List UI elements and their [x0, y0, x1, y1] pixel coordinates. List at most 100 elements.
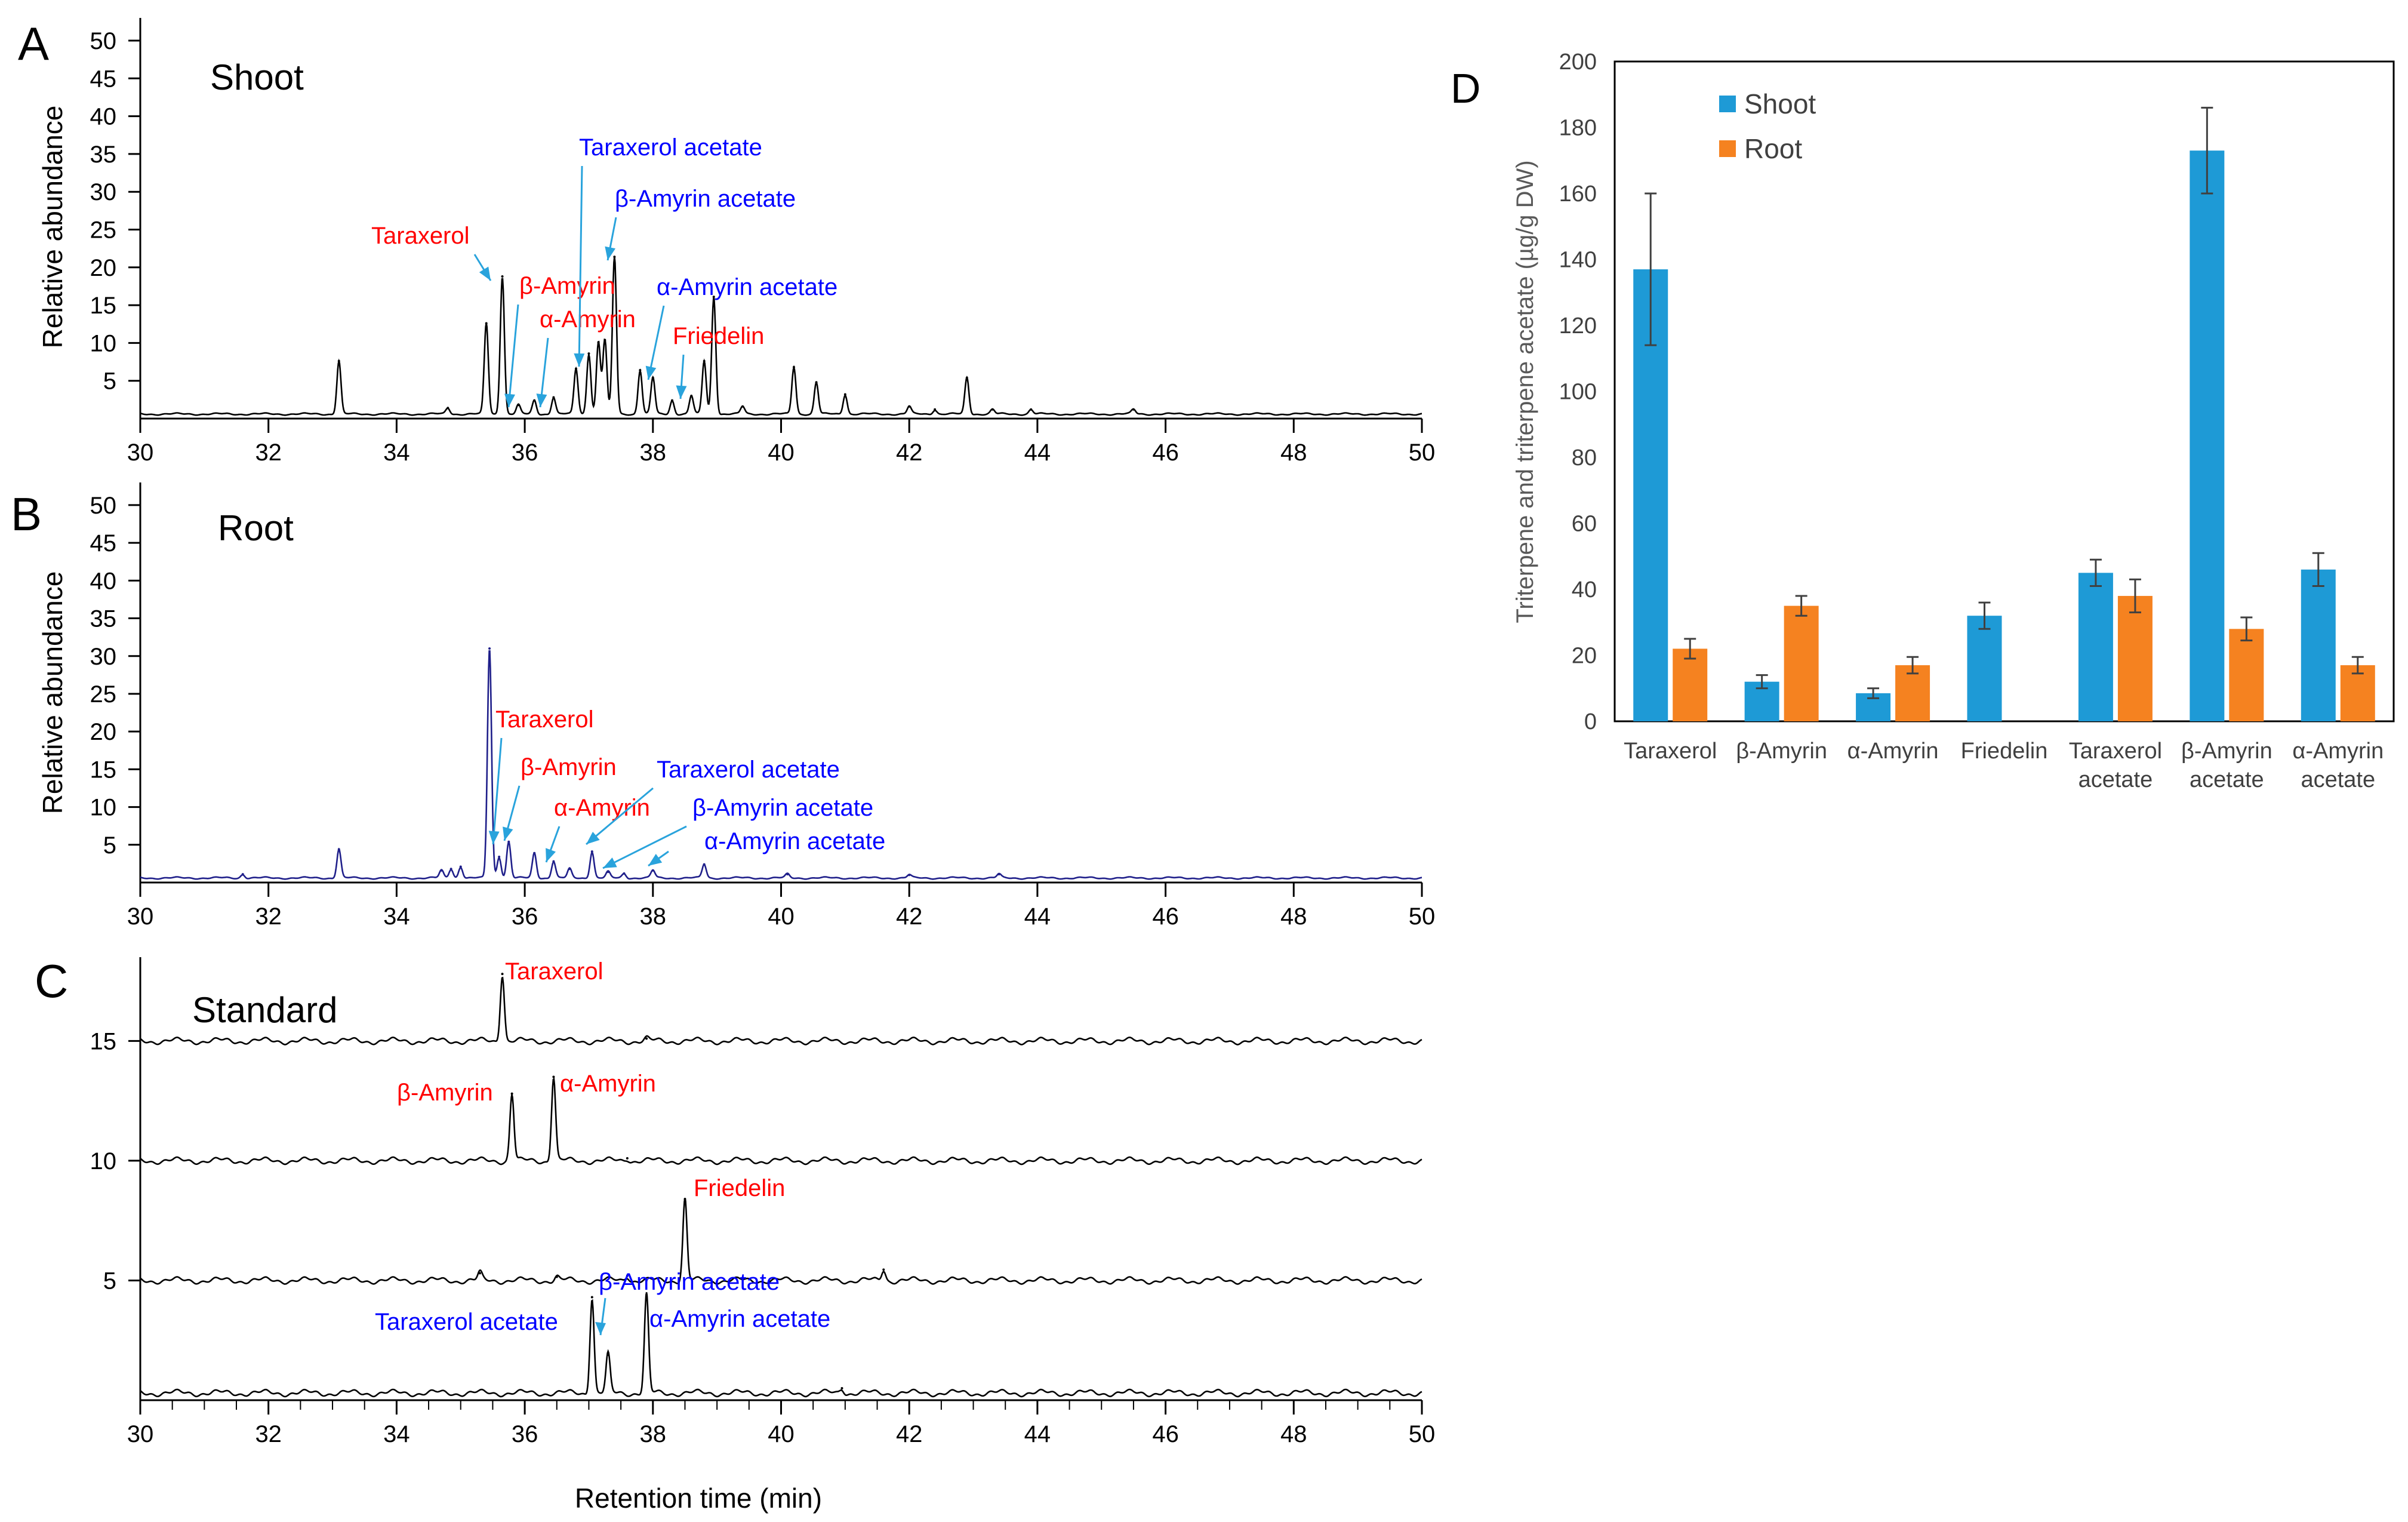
peak-apex [459, 865, 462, 868]
y-tick-label: 5 [103, 368, 116, 395]
y-tick-label: 60 [1572, 512, 1597, 537]
standard-trace-1 [140, 976, 1422, 1046]
x-tick-label: 42 [896, 1421, 923, 1447]
legend-swatch-root [1719, 140, 1736, 157]
annotation-arrowhead [586, 831, 600, 844]
y-tick-label: 15 [90, 293, 117, 319]
peak-apex [510, 1092, 513, 1095]
x-tick-label: 40 [768, 439, 795, 466]
annotation-arrowhead [648, 853, 663, 866]
category-label-friedelin: Friedelin [1961, 739, 2048, 764]
peak-label-taraxerol: Taraxerol [371, 223, 470, 249]
category-label-amyrin-acetate: α-Amyrin [2292, 739, 2384, 764]
category-label-amyrin: α-Amyrin [1847, 739, 1939, 764]
y-tick-label: 25 [90, 681, 117, 708]
y-tick-label: 50 [90, 28, 117, 54]
peak-apex [488, 647, 491, 650]
annotation-arrowhead [546, 848, 556, 862]
peak-apex [606, 871, 609, 874]
peak-apex [882, 1268, 885, 1271]
panel-d-letter: D [1451, 65, 1481, 112]
plot-area-border [1613, 60, 2395, 722]
category-label-taraxerol-acetate: Taraxerol [2069, 739, 2162, 764]
panel-a-title: Shoot [210, 57, 304, 97]
peak-apex [908, 405, 911, 408]
peak-apex [1132, 408, 1135, 411]
y-tick-label: 15 [90, 757, 117, 783]
annotation-arrowhead [645, 365, 657, 380]
peak-apex [478, 1272, 481, 1275]
standard-trace-3 [140, 1198, 1422, 1285]
x-tick-label: 48 [1280, 439, 1307, 466]
panel-c-plot: 30 32 34 36 38 40 42 44 46 48 50 5 10 15 Taraxerol β-Am… [90, 957, 1436, 1447]
peak-apex [843, 393, 846, 396]
annotation-arrowhead [574, 353, 585, 367]
peak-apex [555, 1275, 558, 1278]
x-tick-label: 44 [1024, 903, 1051, 930]
peak-apex [991, 408, 994, 411]
peak-apex [590, 1296, 593, 1299]
x-tick-label: 48 [1280, 903, 1307, 930]
bar-shoot-amyrin-acetate [2301, 569, 2336, 721]
panel-b-plot: 30 32 34 36 38 40 42 44 46 48 50 5 10 15 20 25 30 35 40 45 5… [90, 482, 1435, 930]
peak-apex [603, 339, 606, 342]
annotation-arrow [602, 825, 687, 869]
peak-apex [501, 275, 504, 278]
peak-apex [651, 376, 654, 379]
y-tick-label: 45 [90, 66, 117, 92]
peak-apex [606, 1353, 609, 1356]
peak-apex [671, 399, 674, 402]
annotation-arrowhead [603, 857, 617, 868]
peak-label-friedelin: Friedelin [694, 1175, 785, 1201]
chromatogram-trace [140, 256, 1422, 416]
bar-root-amyrin-acetate [2340, 665, 2375, 721]
x-tick-label: 36 [512, 903, 538, 930]
peak-apex [934, 408, 937, 411]
peak-label-amyrin: α-Amyrin [540, 306, 636, 333]
peak-apex [623, 872, 626, 875]
x-tick-label: 34 [383, 439, 410, 466]
y-tick-label: 35 [90, 606, 117, 632]
panel-c-title: Standard [192, 990, 338, 1030]
peak-apex [645, 1037, 648, 1040]
peak-label-amyrin-acetate: α-Amyrin acetate [704, 828, 885, 854]
y-tick-label: 80 [1572, 445, 1597, 471]
peak-label-amyrin: β-Amyrin [519, 273, 615, 299]
peak-apex [447, 407, 449, 410]
peak-apex [552, 396, 555, 399]
y-tick-label: 40 [90, 568, 117, 594]
peak-apex [1030, 408, 1033, 411]
annotation-arrow [492, 737, 503, 845]
legend-label-root: Root [1744, 133, 1802, 164]
legend-swatch-shoot [1719, 96, 1736, 112]
x-tick-label: 44 [1024, 1421, 1051, 1447]
y-tick-label: 40 [90, 104, 117, 130]
category-label-taraxerol: Taraxerol [1624, 739, 1717, 764]
x-tick-label: 50 [1409, 1421, 1436, 1447]
peak-label-amyrin: α-Amyrin [554, 795, 650, 821]
panel-a-letter: A [18, 17, 49, 70]
peak-apex [597, 341, 600, 344]
annotation-arrow [578, 165, 583, 367]
category-label-taraxerol-acetate: acetate [2078, 767, 2153, 792]
y-tick-label: 30 [90, 179, 117, 205]
x-tick-label: 38 [640, 903, 667, 930]
peak-label-amyrin: β-Amyrin [397, 1080, 493, 1106]
standard-trace-2 [140, 1077, 1422, 1166]
x-tick-label: 42 [896, 903, 923, 930]
peak-apex [651, 869, 654, 872]
bar-shoot-friedelin [1967, 616, 2002, 721]
peak-apex [997, 873, 1000, 876]
peak-apex [517, 404, 520, 407]
panel-d-plot: 0 20 40 60 80 100 120 140 160 180 200 Taraxerol β-Am… [1559, 50, 2395, 792]
y-tick-label: 35 [90, 142, 117, 168]
peak-apex [703, 863, 706, 866]
x-tick-label: 32 [255, 903, 282, 930]
x-tick-label: 50 [1409, 439, 1436, 466]
annotation-arrow [586, 787, 654, 845]
category-label-amyrin: β-Amyrin [1736, 739, 1827, 764]
panel-c-letter: C [35, 955, 68, 1007]
peak-apex [815, 381, 818, 384]
y-tick-label: 10 [90, 1148, 117, 1174]
peak-apex [626, 1157, 629, 1160]
